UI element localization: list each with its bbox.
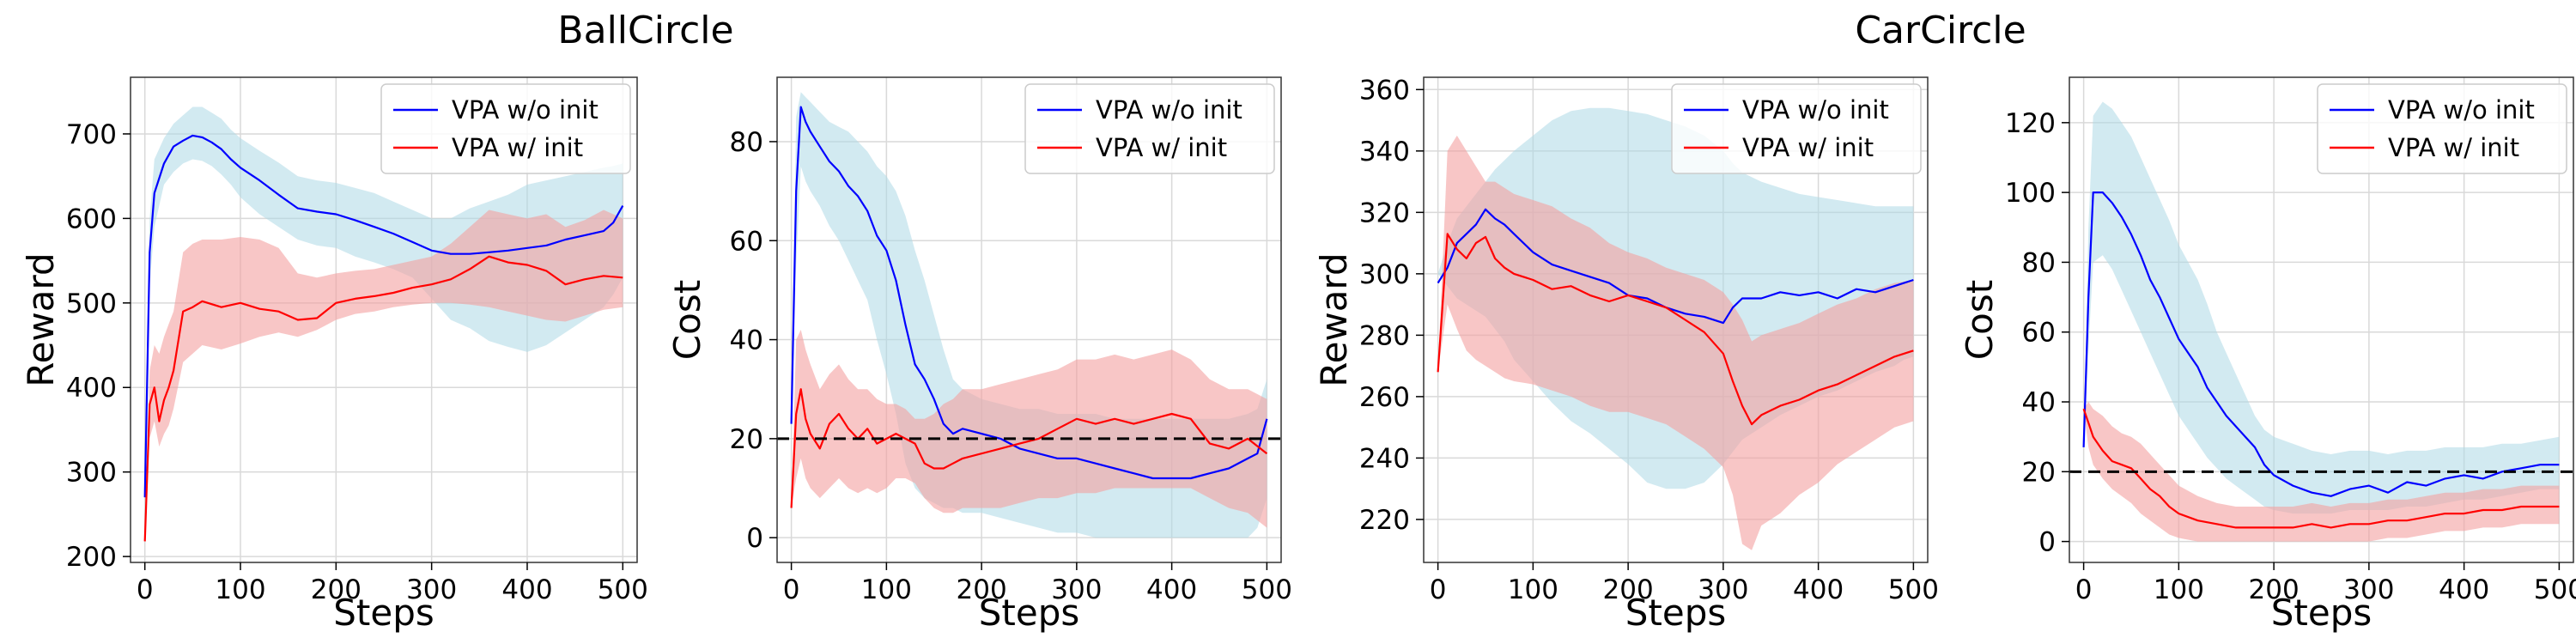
chart-3-xtick-label-100: 100: [1508, 574, 1558, 605]
chart-2-band-vpa-w-init: [791, 330, 1267, 528]
chart-3-ylabel: Reward: [1313, 252, 1355, 386]
chart-4-xtick-label-400: 400: [2439, 574, 2489, 605]
chart-4-xtick-label-200: 200: [2249, 574, 2300, 605]
chart-4-ytick-label-20: 20: [2022, 457, 2056, 488]
chart-3-xtick-label-0: 0: [1430, 574, 1447, 605]
chart-3-line-vpa-w-init: [1437, 233, 1914, 426]
chart-3-legend-label-vpa-w-o-init: VPA w/o init: [1742, 95, 1889, 125]
chart-1-ytick-label-300: 300: [66, 458, 117, 489]
chart-4-legend: VPA w/o init VPA w/ init: [2317, 83, 2567, 174]
chart-4-legend-label-vpa-w-o-init: VPA w/o init: [2388, 95, 2535, 125]
chart-1-ytick-label-200: 200: [66, 542, 117, 573]
chart-1-line-vpa-w-o-init: [143, 134, 624, 498]
chart-4-line-vpa-w-init: [2082, 408, 2560, 529]
chart-4-line-vpa-w-o-init: [2082, 191, 2560, 497]
chart-4-legend-box: [2317, 83, 2567, 174]
chart-4-ytick-label-40: 40: [2022, 387, 2056, 418]
chart-2-xtick-label-400: 400: [1146, 574, 1197, 605]
chart-1-xlabel: Steps: [333, 592, 434, 634]
chart-2-xtick-label-100: 100: [861, 574, 912, 605]
chart-4-legend-label-vpa-w-init: VPA w/ init: [2388, 133, 2519, 162]
chart-3-xtick-label-400: 400: [1793, 574, 1844, 605]
chart-1-xtick-label-0: 0: [137, 574, 154, 605]
chart-4-ytick-label-80: 80: [2022, 247, 2056, 278]
chart-2-xtick-label-500: 500: [1242, 574, 1292, 605]
chart-1-xtick-label-300: 300: [406, 574, 457, 605]
chart-4-band-vpa-w-o-init: [2083, 101, 2560, 514]
chart-1-ytick-label-600: 600: [66, 204, 117, 234]
chart-3-xtick-label-500: 500: [1888, 574, 1939, 605]
chart-4-xtick-label-300: 300: [2343, 574, 2394, 605]
chart-3-ytick-label-240: 240: [1359, 443, 1410, 474]
chart-3-ytick-label-220: 220: [1359, 505, 1410, 536]
chart-1-plot-frame: [130, 76, 638, 563]
chart-1-ytick-label-500: 500: [66, 289, 117, 319]
chart-4-ylabel: Cost: [1959, 280, 2001, 360]
chart-4-xtick-label-100: 100: [2154, 574, 2204, 605]
chart-3-ytick-label-280: 280: [1359, 320, 1410, 351]
chart-2-line-vpa-w-init: [790, 388, 1268, 508]
chart-3-ytick-label-320: 320: [1359, 197, 1410, 228]
chart-4-ytick-label-60: 60: [2022, 318, 2056, 349]
chart-1-band-vpa-w-init: [144, 210, 623, 542]
chart-4-xlabel: Steps: [2271, 592, 2372, 634]
chart-3-ytick-label-340: 340: [1359, 137, 1410, 167]
chart-3: 0 100 200 300 400 500 220 240 260 280 300 320 340 360…: [1313, 75, 1939, 634]
chart-1-xtick-label-100: 100: [215, 574, 265, 605]
chart-2-ytick-label-80: 80: [730, 127, 763, 158]
chart-1-legend-box: [380, 83, 631, 174]
chart-3-legend-box: [1671, 83, 1922, 174]
chart-3-ytick-label-260: 260: [1359, 382, 1410, 413]
chart-1-line-vpa-w-init: [143, 255, 623, 542]
chart-2-xtick-label-200: 200: [957, 574, 1007, 605]
chart-4-ytick-label-0: 0: [2038, 527, 2056, 558]
chart-2-plot-frame: [776, 76, 1282, 563]
chart-2-legend-label-vpa-w-o-init: VPA w/o init: [1096, 95, 1242, 125]
chart-4-ytick-label-120: 120: [2005, 108, 2056, 139]
chart-2-ytick-label-20: 20: [730, 424, 763, 455]
chart-4-xtick-label-0: 0: [2075, 574, 2093, 605]
chart-2-legend-label-vpa-w-init: VPA w/ init: [1096, 133, 1227, 162]
chart-2-ytick-label-0: 0: [746, 523, 763, 554]
chart-2-line-vpa-w-o-init: [790, 106, 1268, 480]
chart-2-ytick-label-40: 40: [730, 325, 763, 356]
chart-3-band-vpa-w-init: [1437, 135, 1914, 550]
chart-2-ylabel: Cost: [666, 280, 708, 360]
chart-1-legend: VPA w/o init VPA w/ init: [380, 83, 631, 174]
chart-3-plot-frame: [1423, 76, 1929, 563]
group-title-ballcircle: BallCircle: [557, 9, 733, 52]
group-title-carcircle: CarCircle: [1855, 9, 2026, 52]
chart-3-ytick-label-300: 300: [1359, 259, 1410, 290]
chart-1-legend-label-vpa-w-init: VPA w/ init: [452, 133, 583, 162]
chart-4: 0 100 200 300 400 500 0 20 40 60 80 100 120 Steps Cost…: [1959, 76, 2576, 634]
chart-1-ytick-label-700: 700: [66, 119, 117, 150]
chart-3-xtick-label-200: 200: [1603, 574, 1654, 605]
chart-2-xtick-label-0: 0: [783, 574, 800, 605]
chart-3-xlabel: Steps: [1625, 592, 1727, 634]
chart-3-legend: VPA w/o init VPA w/ init: [1671, 83, 1922, 174]
chart-2-xtick-label-300: 300: [1051, 574, 1102, 605]
chart-3-xtick-label-300: 300: [1698, 574, 1748, 605]
chart-2-xlabel: Steps: [979, 592, 1080, 634]
chart-1-xtick-label-500: 500: [598, 574, 648, 605]
chart-1-ytick-label-400: 400: [66, 373, 117, 404]
chart-4-xtick-label-500: 500: [2534, 574, 2576, 605]
chart-1-xtick-label-200: 200: [311, 574, 361, 605]
chart-3-legend-label-vpa-w-init: VPA w/ init: [1742, 133, 1874, 162]
chart-2-legend: VPA w/o init VPA w/ init: [1024, 83, 1275, 174]
chart-2-legend-box: [1024, 83, 1275, 174]
chart-4-band-vpa-w-init: [2083, 402, 2560, 542]
chart-1: 0 100 200 300 400 500 200 300 400 500 600 700 Steps R…: [20, 76, 648, 634]
chart-4-plot-frame: [2069, 76, 2574, 563]
chart-1-legend-label-vpa-w-o-init: VPA w/o init: [452, 95, 598, 125]
chart-3-ytick-label-360: 360: [1359, 75, 1410, 106]
chart-1-ylabel: Reward: [20, 252, 62, 386]
chart-2: 0 100 200 300 400 500 0 20 40 60 80 Steps Cost VPA w/…: [666, 76, 1292, 634]
chart-3-line-vpa-w-o-init: [1437, 208, 1914, 325]
chart-2-ytick-label-60: 60: [730, 226, 763, 257]
chart-1-xtick-label-400: 400: [501, 574, 552, 605]
chart-1-band-vpa-w-o-init: [144, 106, 623, 498]
chart-4-ytick-label-100: 100: [2005, 178, 2056, 209]
